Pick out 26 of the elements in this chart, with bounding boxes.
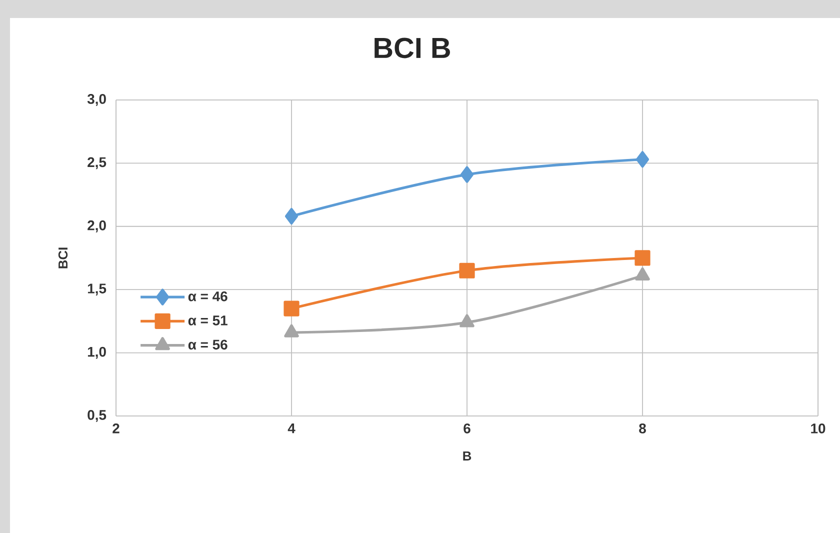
point [635, 267, 650, 280]
y-axis-title: BCI [58, 248, 68, 268]
y-tick-label: 2,0 [88, 220, 106, 232]
x-tick-label: 8 [639, 423, 646, 434]
y-tick-label: 1,0 [88, 346, 106, 359]
point [284, 208, 298, 225]
legend-label: α = 46 [188, 291, 228, 302]
x-tick-label: 10 [811, 423, 826, 434]
y-tick-label: 2,5 [88, 157, 106, 170]
legend-label: α = 56 [188, 340, 228, 350]
point [460, 314, 474, 328]
y-tick-label: 0,5 [88, 410, 106, 422]
y-tick-label: 1,5 [88, 284, 106, 296]
point [284, 300, 300, 316]
point [460, 166, 474, 183]
x-tick-label: 4 [288, 424, 296, 434]
point [284, 324, 299, 338]
point [459, 262, 475, 278]
x-tick-label: 6 [464, 423, 470, 434]
x-tick-label: 2 [112, 423, 120, 434]
point [634, 250, 650, 266]
y-tick-label: 3,0 [87, 94, 106, 106]
chart-title: BCI B [374, 38, 450, 58]
legend-label: α = 51 [188, 316, 228, 326]
point [636, 151, 650, 168]
x-axis-title: B [463, 452, 472, 460]
